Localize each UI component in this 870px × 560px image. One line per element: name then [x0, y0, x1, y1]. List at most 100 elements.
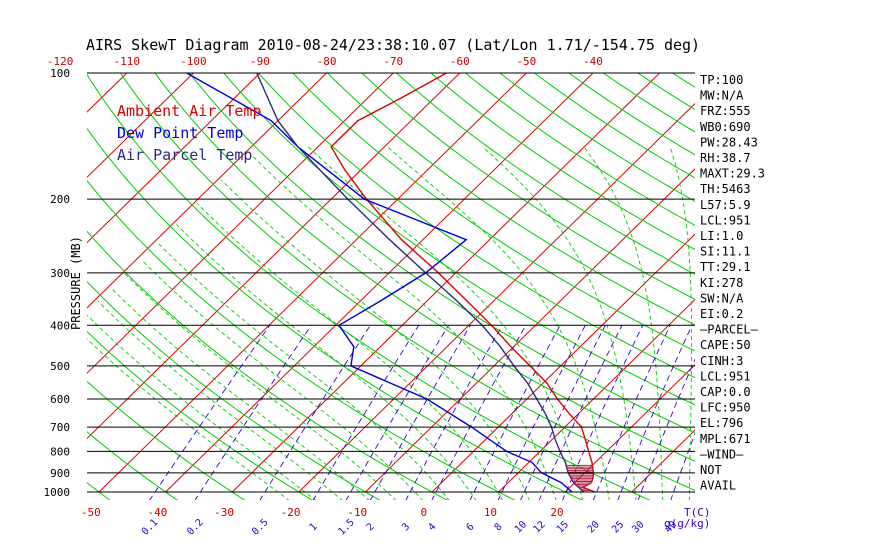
mixing-ratio-tick-label: 15 — [555, 519, 571, 535]
stability-index-entry: CINH:3 — [700, 354, 743, 368]
pressure-tick-label: 300 — [50, 267, 70, 280]
top-temp-tick-label: -50 — [516, 55, 536, 68]
isotherm-line — [87, 73, 461, 440]
top-temp-tick-label: -60 — [450, 55, 470, 68]
mixing-ratio-tick-label: 0.1 — [140, 517, 161, 538]
stability-index-entry: EL:796 — [700, 416, 743, 430]
mixing-ratio-line — [592, 325, 671, 500]
stability-index-entry: SW:N/A — [700, 291, 744, 305]
y-axis-label: PRESSURE (MB) — [69, 236, 83, 330]
mixing-ratio-tick-label: 8 — [493, 521, 505, 533]
mixing-ratio-tick-label: 0.2 — [185, 517, 206, 538]
mixing-ratio-line — [562, 325, 644, 500]
stability-index-entry: NOT — [700, 463, 722, 477]
stability-index-entry: L57:5.9 — [700, 198, 751, 212]
mixing-ratio-tick-label: 4 — [426, 521, 438, 533]
stability-index-entry: PW:28.43 — [700, 135, 758, 149]
isotherm-line — [365, 168, 695, 493]
mixing-ratio-line — [617, 325, 693, 500]
moist-adiabat-line — [387, 146, 610, 500]
mixing-ratio-line — [149, 325, 271, 500]
stability-index-entry: TP:100 — [700, 73, 743, 87]
stability-index-entry: CAP:0.0 — [700, 385, 751, 399]
legend-dewpoint: Dew Point Temp — [117, 124, 243, 142]
isotherm-line — [98, 73, 527, 493]
isotherm-line — [298, 102, 695, 493]
stability-index-entry: MAXT:29.3 — [700, 167, 765, 181]
mixing-ratio-tick-label: 2 — [365, 521, 377, 533]
pressure-tick-label: 600 — [50, 393, 70, 406]
stability-index-entry: RH:38.7 — [700, 151, 751, 165]
mixing-ratio-line — [405, 325, 503, 500]
mixing-ratio-line — [670, 432, 695, 500]
dry-adiabat-line — [119, 73, 695, 492]
moist-adiabat-line — [97, 300, 343, 500]
dry-adiabat-line — [257, 73, 695, 379]
stability-index-entry: SI:11.1 — [700, 245, 751, 259]
stability-index-entry: –PARCEL– — [700, 323, 759, 337]
dry-adiabat-line — [326, 73, 695, 326]
top-temp-tick-label: -80 — [317, 55, 337, 68]
dry-adiabat-line — [87, 73, 651, 500]
top-temp-tick-label: -120 — [47, 55, 74, 68]
top-temp-tick-label: -40 — [583, 55, 603, 68]
isotherm-line — [87, 73, 394, 374]
dry-adiabat-line — [292, 73, 695, 352]
mixing-ratio-line — [369, 325, 471, 500]
dry-adiabat-line — [361, 73, 695, 300]
moist-adiabat-line — [249, 152, 557, 500]
pressure-tick-label: 200 — [50, 193, 70, 206]
stability-index-entry: TT:29.1 — [700, 260, 751, 274]
mixing-ratio-tick-label: 0.5 — [250, 517, 271, 538]
mixing-ratio-tick-label: 1.5 — [336, 517, 357, 538]
dry-adiabat-line — [87, 127, 583, 500]
pressure-tick-label: 500 — [50, 360, 70, 373]
stability-index-entry: CAPE:50 — [700, 338, 751, 352]
stability-index-entry: LCL:951 — [700, 213, 751, 227]
stability-index-entry: FRZ:555 — [700, 104, 751, 118]
stability-index-entry: TH:5463 — [700, 182, 751, 196]
dry-adiabat-line — [87, 431, 178, 500]
bottom-temp-tick-label: 20 — [550, 506, 563, 519]
isotherm-line — [564, 364, 695, 493]
dry-adiabat-line — [223, 73, 695, 406]
pressure-tick-label: 700 — [50, 421, 70, 434]
pressure-tick-label: 400 — [50, 319, 70, 332]
isotherm-line — [498, 298, 695, 493]
mixing-ratio-line — [345, 325, 449, 500]
stability-index-entry: KI:278 — [700, 276, 743, 290]
dry-adiabat-line — [395, 73, 695, 275]
moist-adiabat-line — [669, 146, 693, 500]
moist-adiabat-line — [87, 314, 317, 500]
legend-parcel: Air Parcel Temp — [117, 146, 252, 164]
isotherm-line — [832, 73, 870, 492]
mixing-ratio-line — [312, 325, 420, 500]
dry-adiabat-line — [87, 179, 516, 500]
mixing-ratio-line — [637, 358, 695, 500]
bottom-temp-tick-label: -10 — [347, 506, 367, 519]
legend-ambient: Ambient Air Temp — [117, 102, 262, 120]
pressure-tick-label: 900 — [50, 467, 70, 480]
dry-adiabat-line — [87, 330, 313, 500]
isotherm-line — [165, 73, 594, 493]
chart-title: AIRS SkewT Diagram 2010-08-24/23:38:10.0… — [86, 36, 700, 54]
pressure-tick-label: 1000 — [44, 486, 71, 499]
mixing-ratio-line — [538, 325, 623, 500]
mixing-ratio-tick-label: 25 — [610, 519, 626, 535]
mixing-ratio-tick-label: 3 — [400, 521, 412, 533]
moist-adiabat-line — [123, 272, 397, 500]
bottom-temp-tick-label: -20 — [281, 506, 301, 519]
moist-adiabat-line — [197, 203, 503, 500]
isotherm-line — [765, 73, 870, 492]
mixing-ratio-tick-label: 10 — [513, 519, 529, 535]
bottom-temp-tick-label: -30 — [214, 506, 234, 519]
mixing-ratio-tick-label: 30 — [630, 519, 646, 535]
dry-adiabat-line — [188, 73, 695, 434]
mixing-ratio-tick-label: 1 — [308, 521, 320, 533]
mixing-ratio-line — [431, 325, 527, 500]
stability-index-entry: AVAIL — [700, 479, 736, 493]
top-temp-tick-label: -100 — [180, 55, 207, 68]
mixing-ratio-line — [520, 325, 606, 500]
